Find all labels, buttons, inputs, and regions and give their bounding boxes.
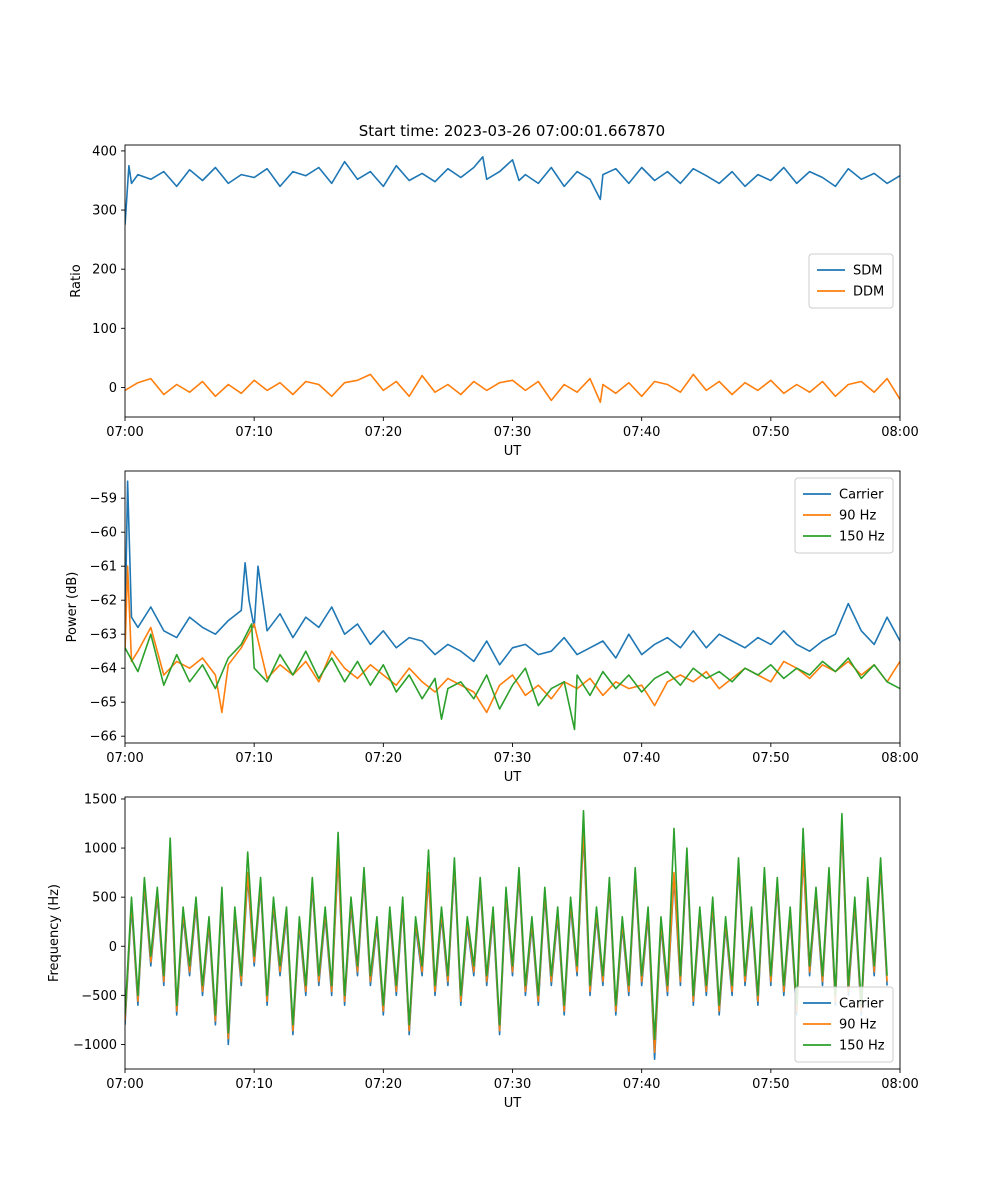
x-axis-label: UT	[504, 770, 522, 785]
x-tick-label: 07:50	[752, 751, 789, 766]
y-tick-label: 400	[92, 144, 117, 159]
x-tick-label: 07:20	[365, 425, 402, 440]
y-tick-label: 0	[109, 381, 117, 396]
y-tick-label: 1000	[84, 842, 117, 857]
legend-label: 150 Hz	[839, 530, 885, 545]
x-tick-label: 07:00	[106, 751, 143, 766]
y-tick-label: −61	[90, 560, 117, 575]
legend-label: Carrier	[839, 488, 884, 503]
figure-title: Start time: 2023-03-26 07:00:01.667870	[359, 122, 665, 140]
legend-box	[794, 477, 894, 554]
legend-box	[808, 253, 894, 309]
x-tick-label: 07:50	[752, 425, 789, 440]
x-tick-label: 08:00	[881, 425, 918, 440]
y-tick-label: −1000	[73, 1038, 117, 1053]
x-tick-label: 07:30	[494, 1077, 531, 1092]
legend-box	[794, 986, 894, 1063]
series-line-ddm	[125, 373, 900, 404]
y-tick-label: −66	[90, 730, 117, 745]
legend-label: 150 Hz	[839, 1039, 885, 1054]
x-tick-label: 07:40	[623, 751, 660, 766]
legend: SDM DDM	[808, 253, 894, 309]
x-tick-label: 07:30	[494, 425, 531, 440]
plot-frame	[124, 144, 901, 418]
x-tick-label: 07:40	[623, 1077, 660, 1092]
series-line-90-hz	[125, 565, 900, 714]
legend-label: 90 Hz	[839, 1018, 876, 1033]
legend-label: DDM	[853, 285, 884, 300]
x-tick-label: 07:00	[106, 425, 143, 440]
y-tick-label: −60	[90, 526, 117, 541]
y-axis-label: Power (dB)	[65, 572, 80, 643]
x-tick-label: 07:30	[494, 751, 531, 766]
x-tick-label: 08:00	[881, 1077, 918, 1092]
y-tick-label: 100	[92, 322, 117, 337]
legend-label: Carrier	[839, 997, 884, 1012]
x-tick-label: 07:40	[623, 425, 660, 440]
chart-panel-3: 07:00 07:10 07:20 07:30 07:40 07:50 08:00 −1000…	[47, 792, 919, 1111]
y-tick-label: 300	[92, 204, 117, 219]
series-line-150-hz	[125, 623, 900, 731]
y-tick-label: 1500	[84, 792, 117, 807]
y-tick-label: −65	[90, 696, 117, 711]
y-tick-label: −500	[81, 989, 117, 1004]
x-axis-label: UT	[504, 444, 522, 459]
x-tick-label: 07:50	[752, 1077, 789, 1092]
x-tick-label: 07:20	[365, 1077, 402, 1092]
y-tick-label: 200	[92, 263, 117, 278]
y-axis-label: Frequency (Hz)	[47, 884, 62, 982]
y-tick-label: −64	[90, 662, 117, 677]
chart-panel-2: 07:00 07:10 07:20 07:30 07:40 07:50 08:00 −66 −6…	[65, 470, 919, 785]
x-tick-label: 07:10	[235, 425, 272, 440]
x-axis-label: UT	[504, 1096, 522, 1111]
y-tick-label: 0	[109, 940, 117, 955]
plot-frame	[124, 796, 901, 1070]
series-line-sdm	[125, 156, 900, 225]
y-tick-label: 500	[92, 891, 117, 906]
legend-label: 90 Hz	[839, 509, 876, 524]
legend-label: SDM	[853, 264, 882, 279]
series-line-150-hz	[125, 809, 888, 1041]
y-tick-label: −62	[90, 594, 117, 609]
y-tick-label: −63	[90, 628, 117, 643]
x-tick-label: 07:10	[235, 751, 272, 766]
series-line-carrier	[125, 480, 900, 666]
legend: Carrier 90 Hz 150 Hz	[794, 986, 894, 1063]
chart-panels: 07:00 07:10 07:20 07:30 07:40 07:50 08:00 0 100 2…	[47, 144, 919, 1111]
y-tick-label: −59	[90, 492, 117, 507]
x-tick-label: 07:00	[106, 1077, 143, 1092]
y-axis-label: Ratio	[69, 264, 84, 297]
x-tick-label: 08:00	[881, 751, 918, 766]
chart-panel-1: 07:00 07:10 07:20 07:30 07:40 07:50 08:00 0 100 2…	[69, 144, 919, 459]
legend: Carrier 90 Hz 150 Hz	[794, 477, 894, 554]
x-tick-label: 07:20	[365, 751, 402, 766]
x-tick-label: 07:10	[235, 1077, 272, 1092]
